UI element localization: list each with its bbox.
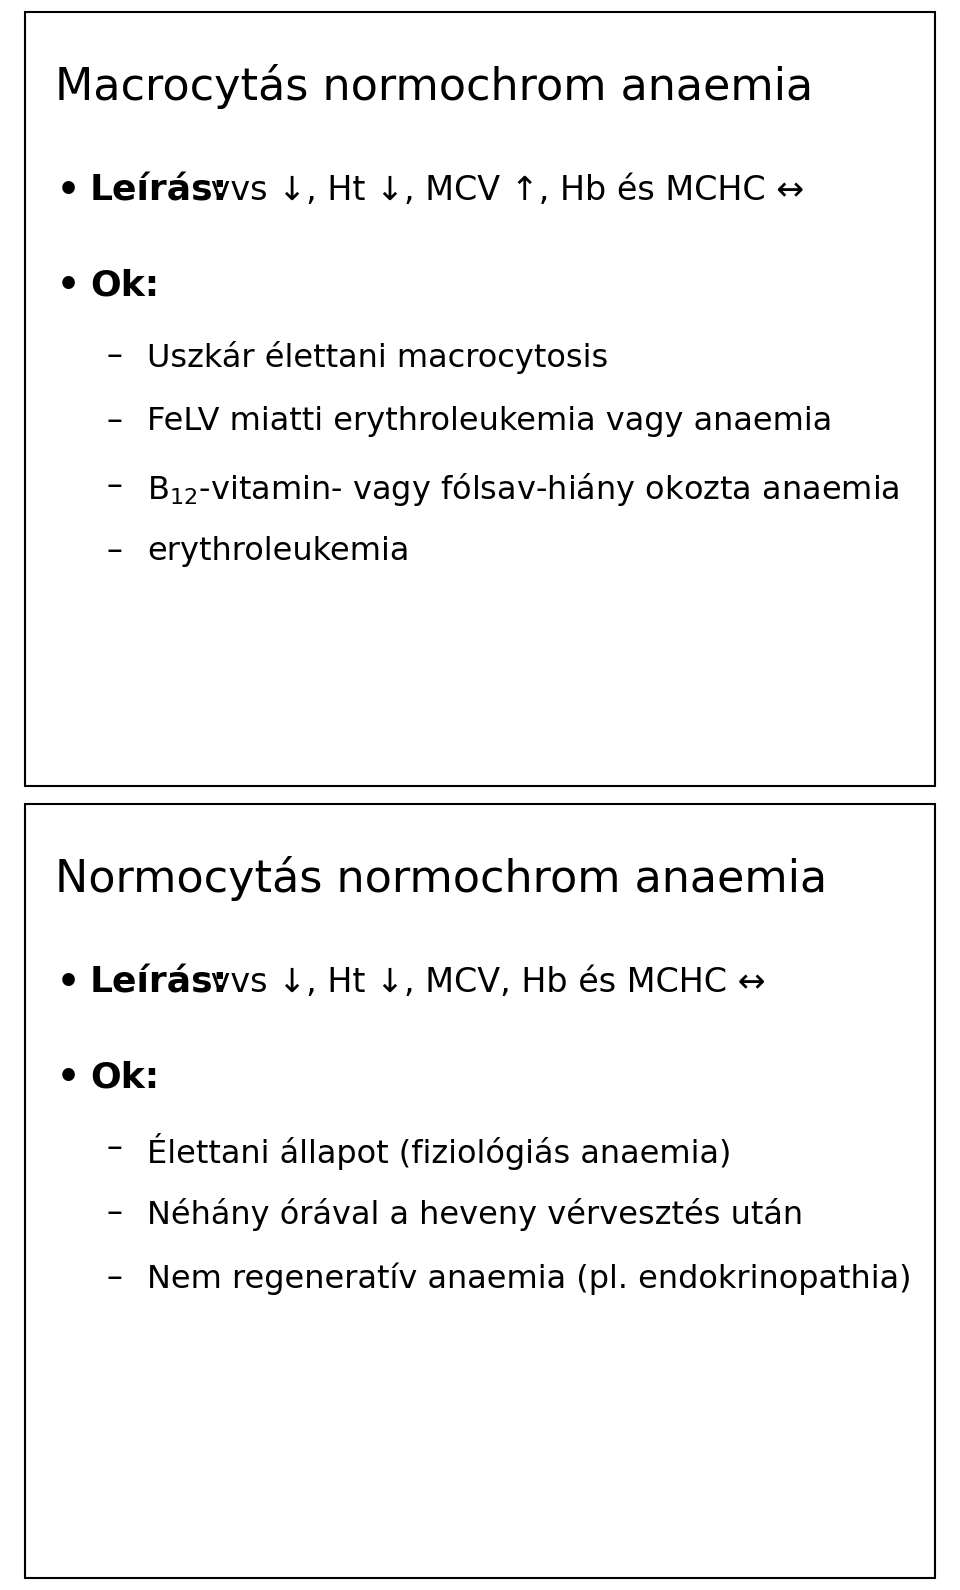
Text: Macrocytás normochrom anaemia: Macrocytás normochrom anaemia (55, 64, 813, 110)
Text: vvs ↓, Ht ↓, MCV ↑, Hb és MCHC ↔: vvs ↓, Ht ↓, MCV ↑, Hb és MCHC ↔ (200, 173, 804, 207)
Text: •: • (57, 1061, 80, 1096)
Text: –: – (107, 1197, 123, 1229)
Text: B$_{12}$-vitamin- vagy fólsav-hiány okozta anaemia: B$_{12}$-vitamin- vagy fólsav-hiány okoz… (147, 471, 900, 507)
Text: Ok:: Ok: (90, 1061, 159, 1096)
Text: Leírás:: Leírás: (90, 173, 228, 208)
Text: –: – (107, 1134, 123, 1164)
Text: Néhány órával a heveny vérvesztés után: Néhány órával a heveny vérvesztés után (147, 1197, 804, 1231)
Text: Élettani állapot (fiziológiás anaemia): Élettani állapot (fiziológiás anaemia) (147, 1134, 732, 1170)
Text: Nem regeneratív anaemia (pl. endokrinopathia): Nem regeneratív anaemia (pl. endokrinopa… (147, 1262, 911, 1296)
Text: Uszkár élettani macrocytosis: Uszkár élettani macrocytosis (147, 340, 609, 374)
Text: –: – (107, 405, 123, 437)
FancyBboxPatch shape (25, 805, 935, 1577)
Text: –: – (107, 1262, 123, 1294)
Text: Leírás:: Leírás: (90, 967, 228, 1000)
Text: erythroleukemia: erythroleukemia (147, 536, 409, 568)
Text: Ok:: Ok: (90, 269, 159, 304)
Text: Normocytás normochrom anaemia: Normocytás normochrom anaemia (55, 855, 828, 902)
Text: FeLV miatti erythroleukemia vagy anaemia: FeLV miatti erythroleukemia vagy anaemia (147, 405, 832, 437)
Text: •: • (57, 173, 80, 208)
Text: vvs ↓, Ht ↓, MCV, Hb és MCHC ↔: vvs ↓, Ht ↓, MCV, Hb és MCHC ↔ (200, 967, 766, 999)
Text: •: • (57, 967, 80, 1000)
Text: –: – (107, 471, 123, 502)
Text: –: – (107, 340, 123, 372)
Text: –: – (107, 536, 123, 568)
FancyBboxPatch shape (25, 13, 935, 785)
Text: •: • (57, 269, 80, 304)
